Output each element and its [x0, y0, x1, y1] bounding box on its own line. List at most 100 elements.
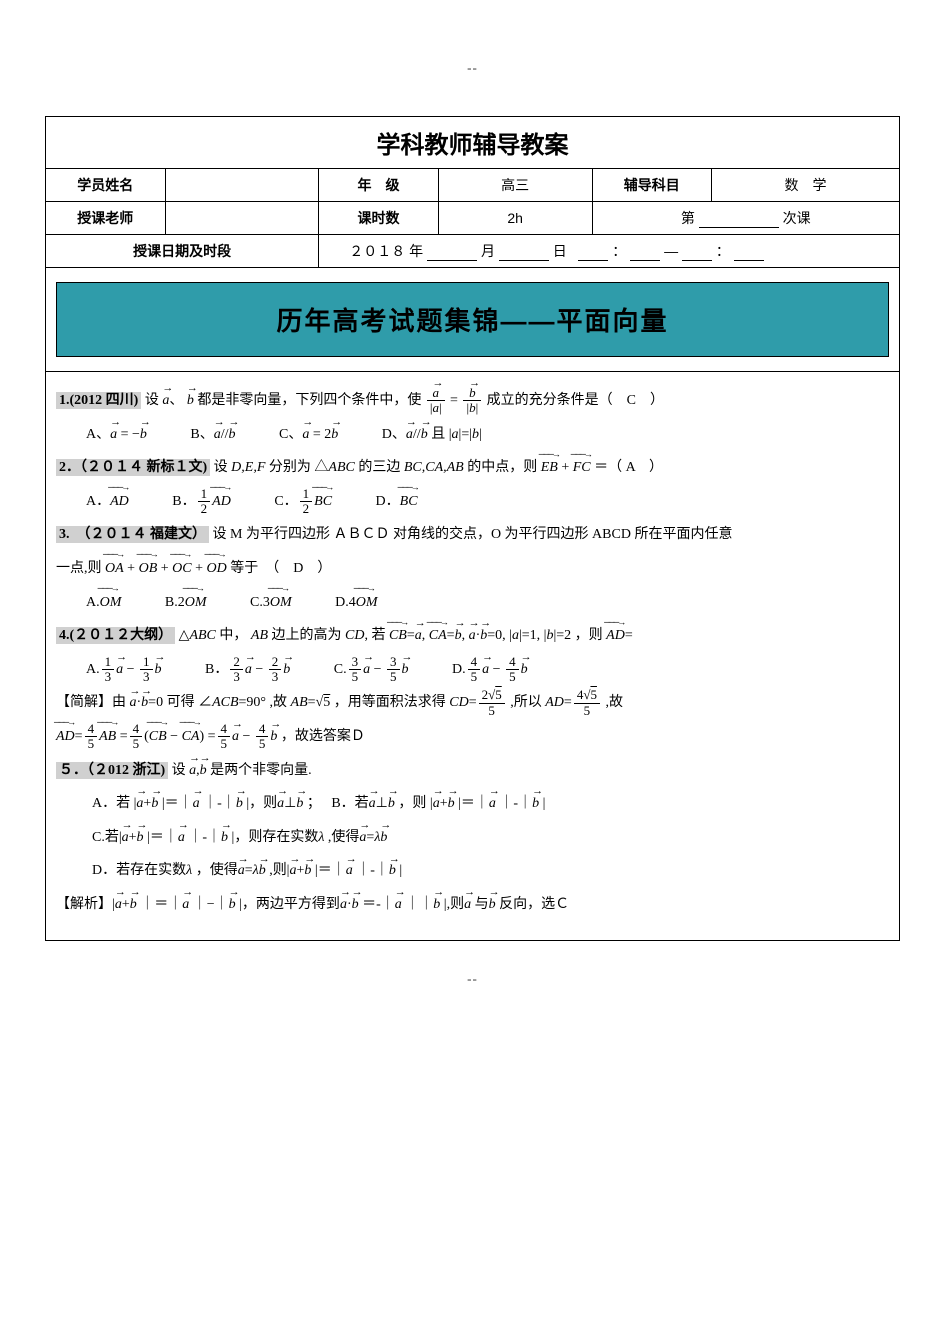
- page-footer-dash: --: [45, 971, 900, 987]
- label-subject: 辅导科目: [592, 169, 712, 202]
- q1-options: A、a = −b B、a//b C、a = 2b D、a//b 且 |a|=|b…: [86, 418, 889, 452]
- q4-opt-b: B．23a − 23b: [205, 653, 290, 687]
- info-row-2: 授课老师 课时数 2h 第 次课: [46, 202, 900, 235]
- q3-opt-a: A.OM: [86, 586, 121, 620]
- value-teacher: [165, 202, 319, 235]
- time-sep: —: [664, 243, 678, 259]
- q2-t4: 的中点，则: [467, 460, 537, 475]
- q4-solution-2: AD=45AB =45(CB − CA) =45a − 45b ，故选答案Ｄ: [56, 720, 889, 754]
- vec-ca: CA: [429, 619, 447, 653]
- month-text: 月: [481, 243, 495, 259]
- vec-ob: OB: [139, 552, 158, 586]
- value-grade: 高三: [438, 169, 592, 202]
- q1-opt-a: A、a = −b: [86, 418, 147, 452]
- value-datetime: ２０１８ 年 月 日 ： — ：: [319, 235, 900, 268]
- session-blank: [699, 213, 779, 228]
- q3-line1: 设 M 为平行四边形 ＡＢＣＤ 对角线的交点，O 为平行四边形 ABCD 所在平…: [213, 527, 733, 542]
- value-subject: 数 学: [712, 169, 900, 202]
- q2-t5: ＝（ A ）: [594, 460, 663, 475]
- q2-tag: 2．（２０１４ 新标１文): [56, 459, 210, 476]
- day-text: 日: [553, 243, 567, 259]
- q5-tag: ５．（２012 浙江): [56, 762, 168, 779]
- session-prefix: 第: [681, 210, 695, 226]
- label-datetime: 授课日期及时段: [46, 235, 319, 268]
- label-teacher: 授课老师: [46, 202, 166, 235]
- time2-blank: [630, 246, 660, 261]
- colon1: ：: [612, 243, 626, 259]
- colon2: ：: [716, 243, 730, 259]
- info-row-1: 学员姓名 年 级 高三 辅导科目 数 学: [46, 169, 900, 202]
- q2-t1: 设: [214, 460, 228, 475]
- question-2: 2．（２０１４ 新标１文) 设 D,E,F 分别为 △ABC 的三边 BC,CA…: [56, 451, 889, 485]
- q4-p2: 边上的高为: [272, 628, 342, 643]
- time1-blank: [578, 246, 608, 261]
- q4-p3: 若: [371, 628, 385, 643]
- vec-eb: EB: [541, 451, 558, 485]
- q4-opt-c: C.35a − 35b: [334, 653, 409, 687]
- vec-a: a: [162, 384, 169, 418]
- frac-b-over-b: b|b|: [463, 386, 481, 416]
- q5-opt-ab: A．若 |a+b |＝｜a ｜-｜b |，则a⊥b ； B．若a⊥b ，则 |a…: [92, 787, 889, 821]
- q4-abc: ABC: [189, 628, 215, 643]
- q3-post: 等于 （ D ）: [230, 561, 331, 576]
- label-student: 学员姓名: [46, 169, 166, 202]
- q2-opt-c: C．12BC: [274, 485, 332, 519]
- q2-abc: ABC: [328, 460, 354, 475]
- eq: =: [450, 393, 458, 408]
- month-blank: [427, 246, 477, 261]
- question-1: 1.(2012 四川) 设 a、 b 都是非零向量，下列四个条件中，使 a|a|…: [56, 384, 889, 418]
- content-body: 1.(2012 四川) 设 a、 b 都是非零向量，下列四个条件中，使 a|a|…: [46, 372, 900, 941]
- q5-opt-c: C.若|a+b |＝｜a ｜-｜b |，则存在实数λ ,使得a=λb: [92, 821, 889, 855]
- q3-opt-b: B.2OM: [165, 586, 207, 620]
- q1-post: 成立的充分条件是（ C ）: [487, 393, 664, 408]
- q4-options: A.13a − 13b B．23a − 23b C.35a − 35b D.45…: [86, 653, 889, 687]
- value-student: [165, 169, 319, 202]
- q3-tag: 3. （２０１４ 福建文）: [56, 526, 209, 543]
- section-banner: 历年高考试题集锦——平面向量: [56, 282, 889, 357]
- q5-pre: 设: [172, 763, 186, 778]
- q4-tag: 4.(２０１２大纲）: [56, 627, 175, 644]
- q5-solution: 【解析】|a+b ｜＝｜a ｜−｜b |，两边平方得到a·b ＝-｜a ｜｜b …: [56, 888, 889, 922]
- q2-opt-d: D．BC: [376, 485, 418, 519]
- plus: +: [561, 460, 569, 475]
- q4-p1: 中，: [219, 628, 247, 643]
- label-grade: 年 级: [319, 169, 439, 202]
- q2-opt-a: A．AD: [86, 485, 129, 519]
- q2-options: A．AD B．12AD C．12BC D．BC: [86, 485, 889, 519]
- q4-sol-tag: 【简解】由: [56, 695, 126, 710]
- session-suffix: 次课: [783, 210, 811, 226]
- label-hours: 课时数: [319, 202, 439, 235]
- page-header-dash: --: [45, 60, 900, 76]
- q1-opt-b: B、a//b: [190, 418, 235, 452]
- q1-opt-d: D、a//b 且 |a|=|b|: [382, 418, 482, 452]
- q5-mid: 是两个非零向量.: [210, 763, 312, 778]
- frac-a-over-a: a|a|: [427, 386, 445, 416]
- info-row-3: 授课日期及时段 ２０１８ 年 月 日 ： — ：: [46, 235, 900, 268]
- vec-od: OD: [207, 552, 227, 586]
- q4-cd: CD: [345, 628, 364, 643]
- q2-def: D,E,F: [231, 460, 265, 475]
- q2-opt-b: B．12AD: [172, 485, 231, 519]
- day-blank: [499, 246, 549, 261]
- q4-ab: AB: [251, 628, 268, 643]
- q4-opt-d: D.45a − 45b: [452, 653, 528, 687]
- year-text: ２０１８ 年: [349, 243, 423, 259]
- value-session: 第 次课: [592, 202, 899, 235]
- time3-blank: [682, 246, 712, 261]
- vec-ad2: AD: [606, 619, 625, 653]
- q3-pre: 一点,则: [56, 561, 102, 576]
- q4-tail: ，则: [575, 628, 603, 643]
- value-hours: 2h: [438, 202, 592, 235]
- q2-t2: 分别为: [269, 460, 311, 475]
- vec-b: b: [187, 384, 194, 418]
- q1-mid: 都是非零向量，下列四个条件中，使: [197, 393, 421, 408]
- q2-t3: 的三边: [358, 460, 400, 475]
- question-5: ５．（２012 浙江) 设 a,b 是两个非零向量.: [56, 754, 889, 788]
- time4-blank: [734, 246, 764, 261]
- tri2: △: [179, 628, 190, 643]
- q3-opt-c: C.3OM: [250, 586, 292, 620]
- vec-fc: FC: [573, 451, 591, 485]
- q3-options: A.OM B.2OM C.3OM D.4OM: [86, 586, 889, 620]
- q4-opt-a: A.13a − 13b: [86, 653, 162, 687]
- question-3b: 一点,则 OA + OB + OC + OD 等于 （ D ）: [56, 552, 889, 586]
